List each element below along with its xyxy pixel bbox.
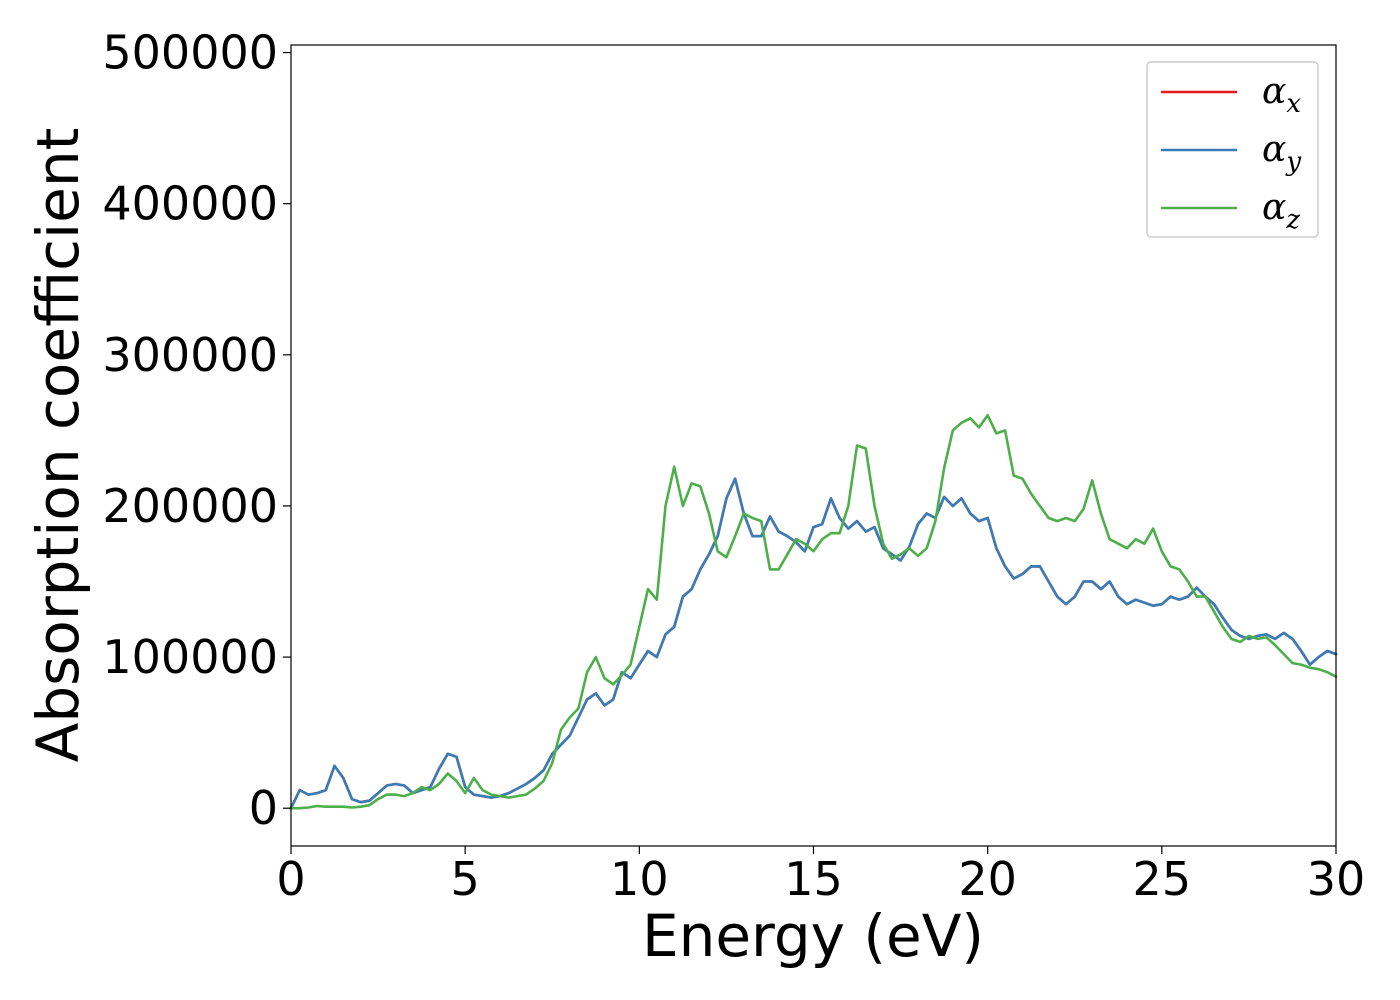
y-tick-label: 500000 (102, 26, 278, 80)
series-line-y (289, 477, 1338, 810)
x-tick-label: 0 (276, 852, 305, 906)
y-axis-ticks: 0 100000 200000 300000 400000 500000 (102, 26, 291, 835)
y-tick-label: 400000 (102, 177, 278, 231)
x-tick-label: 25 (1133, 852, 1192, 906)
legend: αx αy αz (1146, 61, 1319, 238)
x-tick-label: 20 (958, 852, 1017, 906)
series-line-z (289, 413, 1338, 810)
legend-label-y: αy (1262, 129, 1301, 177)
series-layer (289, 413, 1338, 810)
x-tick-label: 15 (784, 852, 843, 906)
x-tick-label: 30 (1307, 852, 1366, 906)
legend-label-x: αx (1262, 71, 1301, 119)
y-tick-label: 100000 (102, 630, 278, 684)
y-tick-label: 200000 (102, 479, 278, 533)
x-axis-title: Energy (eV) (642, 902, 984, 970)
x-tick-label: 10 (610, 852, 669, 906)
y-tick-label: 0 (249, 781, 278, 835)
y-tick-label: 300000 (102, 328, 278, 382)
x-tick-label: 5 (451, 852, 480, 906)
legend-label-z: αz (1262, 187, 1300, 235)
y-axis-title: Absorption coefficient (24, 128, 92, 763)
x-axis-ticks: 0 5 10 15 20 25 30 (276, 846, 1365, 906)
